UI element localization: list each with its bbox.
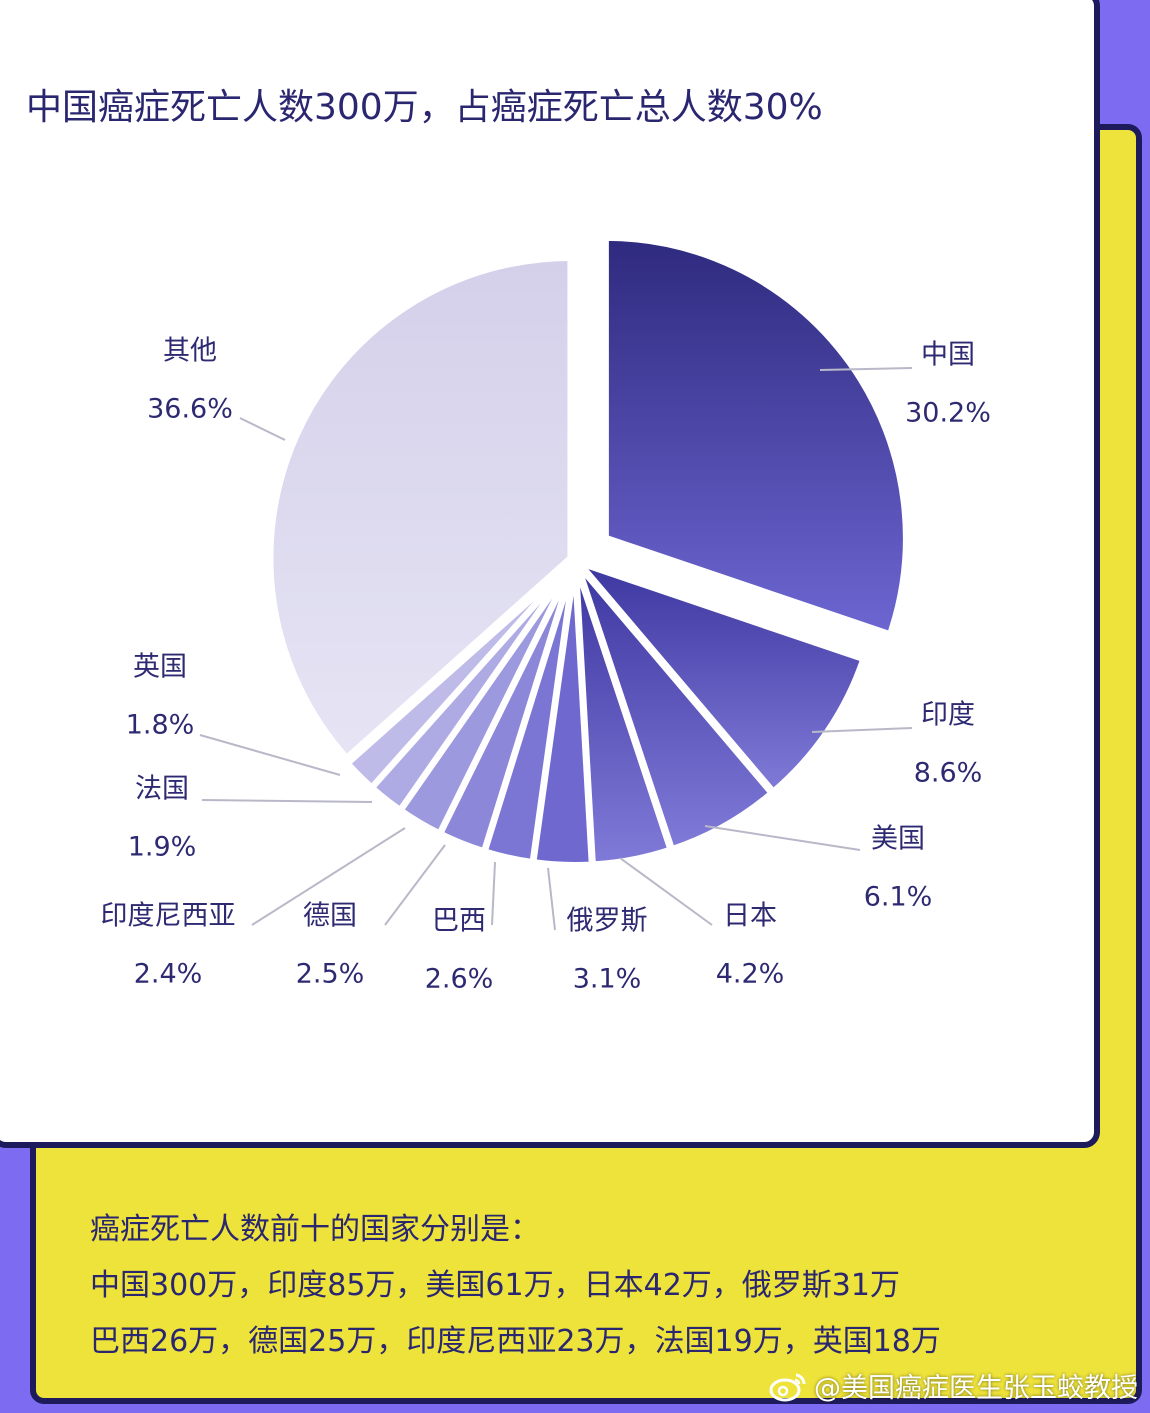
pie-slice-1 — [602, 234, 909, 638]
pie-slice-11 — [267, 254, 574, 761]
summary-heading: 癌症死亡人数前十的国家分别是： — [90, 1212, 540, 1247]
watermark-text: @美国癌症医生张玉蛟教授 — [814, 1373, 1138, 1404]
slice-value-10: 1.8% — [126, 710, 195, 741]
slice-value-1: 30.2% — [905, 398, 991, 429]
leader-line-11 — [239, 417, 286, 441]
leader-line-1 — [819, 367, 913, 371]
leader-line-7 — [384, 844, 446, 926]
leader-line-9 — [201, 799, 373, 803]
slice-label-1: 中国 — [921, 340, 975, 371]
weibo-icon — [769, 1373, 806, 1401]
slice-label-9: 法国 — [135, 774, 189, 805]
summary-line-2: 巴西26万，德国25万，印度尼西亚23万，法国19万，英国18万 — [90, 1324, 941, 1359]
slice-value-7: 2.5% — [296, 959, 365, 990]
watermark: @美国癌症医生张玉蛟教授 — [768, 1366, 1138, 1405]
slice-value-11: 36.6% — [147, 394, 233, 425]
slice-value-2: 8.6% — [914, 758, 983, 789]
leader-line-6 — [491, 861, 496, 926]
pie-chart: 中国 30.2% 印度 8.6% 美国 6.1% 日本 4.2% 俄罗斯 3.1% 巴西 2.6% 德国… — [100, 234, 991, 995]
slice-value-5: 3.1% — [573, 964, 642, 995]
slice-label-8: 印度尼西亚 — [101, 901, 236, 932]
slice-value-4: 4.2% — [716, 959, 785, 990]
slice-value-9: 1.9% — [128, 832, 197, 863]
slice-label-7: 德国 — [303, 901, 357, 932]
slice-label-11: 其他 — [163, 336, 217, 367]
leader-line-3 — [704, 825, 861, 851]
slice-label-2: 印度 — [921, 700, 975, 731]
summary-line-1: 中国300万，印度85万，美国61万，日本42万，俄罗斯31万 — [90, 1268, 900, 1303]
leader-line-10 — [199, 734, 341, 776]
pie-slice-10 — [344, 560, 575, 791]
leader-line-8 — [251, 827, 406, 926]
slice-label-10: 英国 — [133, 652, 187, 683]
slice-value-8: 2.4% — [134, 959, 203, 990]
leader-line-4 — [619, 857, 713, 926]
slice-label-4: 日本 — [723, 901, 777, 932]
summary-text: 癌症死亡人数前十的国家分别是： 中国300万，印度85万，美国61万，日本42万… — [90, 1202, 1130, 1370]
slice-value-6: 2.6% — [425, 964, 494, 995]
leader-line-2 — [811, 727, 913, 733]
slice-value-3: 6.1% — [864, 882, 933, 913]
slice-label-3: 美国 — [871, 824, 925, 855]
leader-line-5 — [547, 867, 556, 931]
chart-title: 中国癌症死亡人数300万，占癌症死亡总人数30% — [26, 87, 823, 128]
slice-label-5: 俄罗斯 — [567, 906, 648, 937]
slice-label-6: 巴西 — [432, 906, 486, 937]
